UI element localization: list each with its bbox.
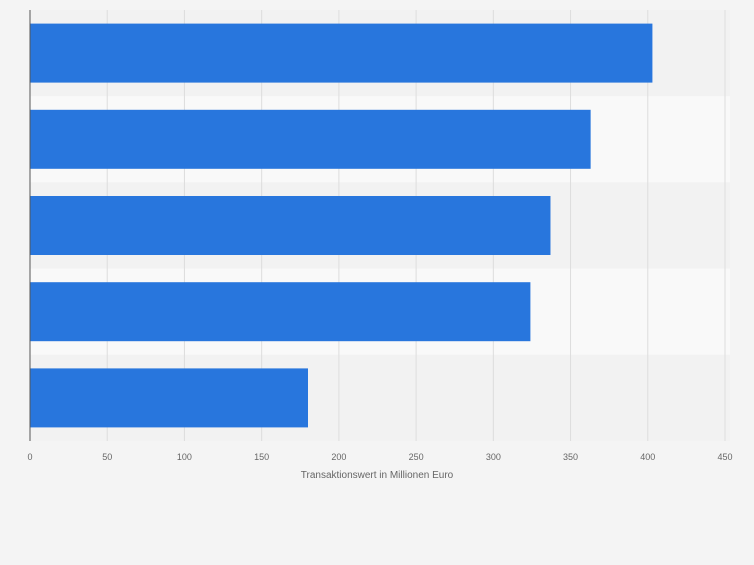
x-tick-label: 100 xyxy=(177,452,192,462)
x-tick-label: 0 xyxy=(27,452,32,462)
bar[interactable] xyxy=(30,282,531,342)
x-tick-label: 200 xyxy=(331,452,346,462)
x-tick-label: 350 xyxy=(563,452,578,462)
bar[interactable] xyxy=(30,109,591,169)
bar[interactable] xyxy=(30,368,308,428)
x-tick-label: 450 xyxy=(717,452,732,462)
bar[interactable] xyxy=(30,196,551,255)
x-tick-label: 300 xyxy=(486,452,501,462)
x-tick-label: 400 xyxy=(640,452,655,462)
x-tick-label: 150 xyxy=(254,452,269,462)
x-axis-label: Transaktionswert in Millionen Euro xyxy=(301,470,454,481)
x-tick-label: 250 xyxy=(409,452,424,462)
bar[interactable] xyxy=(30,23,653,83)
x-tick-label: 50 xyxy=(102,452,112,462)
